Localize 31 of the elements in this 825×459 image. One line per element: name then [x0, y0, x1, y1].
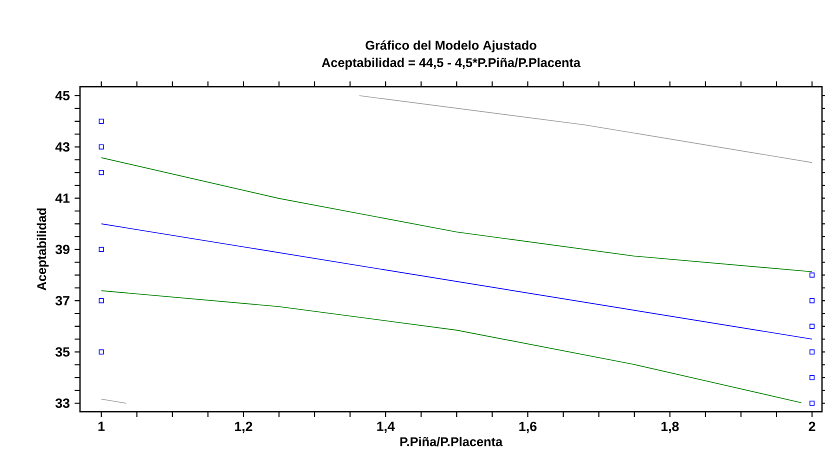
- y-tick-label: 37: [55, 296, 70, 306]
- y-tick-label: 33: [55, 398, 70, 408]
- x-tick-label: 1,2: [235, 422, 252, 434]
- y-tick-label: 43: [55, 142, 70, 152]
- point: [98, 349, 104, 354]
- x-tick-label: 1,4: [377, 422, 395, 433]
- y-tick-label: 41: [55, 194, 70, 203]
- point: [98, 118, 104, 124]
- point: [98, 298, 104, 304]
- y-axis-title: Aceptabilidad: [36, 208, 49, 290]
- point: [98, 246, 104, 252]
- line-series: [100, 290, 802, 404]
- point: [810, 272, 815, 278]
- x-tick-label: 2: [808, 422, 816, 432]
- x-tick-label: 1: [98, 422, 105, 431]
- point: [98, 170, 104, 176]
- point: [810, 324, 815, 329]
- y-tick-label: 45: [55, 90, 70, 100]
- chart-title: Gráfico del Modelo Ajustado: [366, 40, 536, 52]
- chart-subtitle: Aceptabilidad = 44,5 - 4,5*P.Piña/P.Placenta: [322, 58, 581, 70]
- y-tick-label: 35: [55, 347, 70, 357]
- point: [810, 375, 815, 380]
- x-tick-label: 1,8: [661, 422, 679, 434]
- line-series: [100, 157, 812, 272]
- x-tick-label: 1,6: [519, 422, 537, 434]
- point: [810, 400, 815, 406]
- point: [98, 144, 104, 150]
- y-tick-label: 39: [55, 244, 70, 254]
- point: [810, 349, 815, 354]
- x-axis-title: P.Piña/P.Placenta: [400, 436, 503, 446]
- point: [810, 298, 815, 304]
